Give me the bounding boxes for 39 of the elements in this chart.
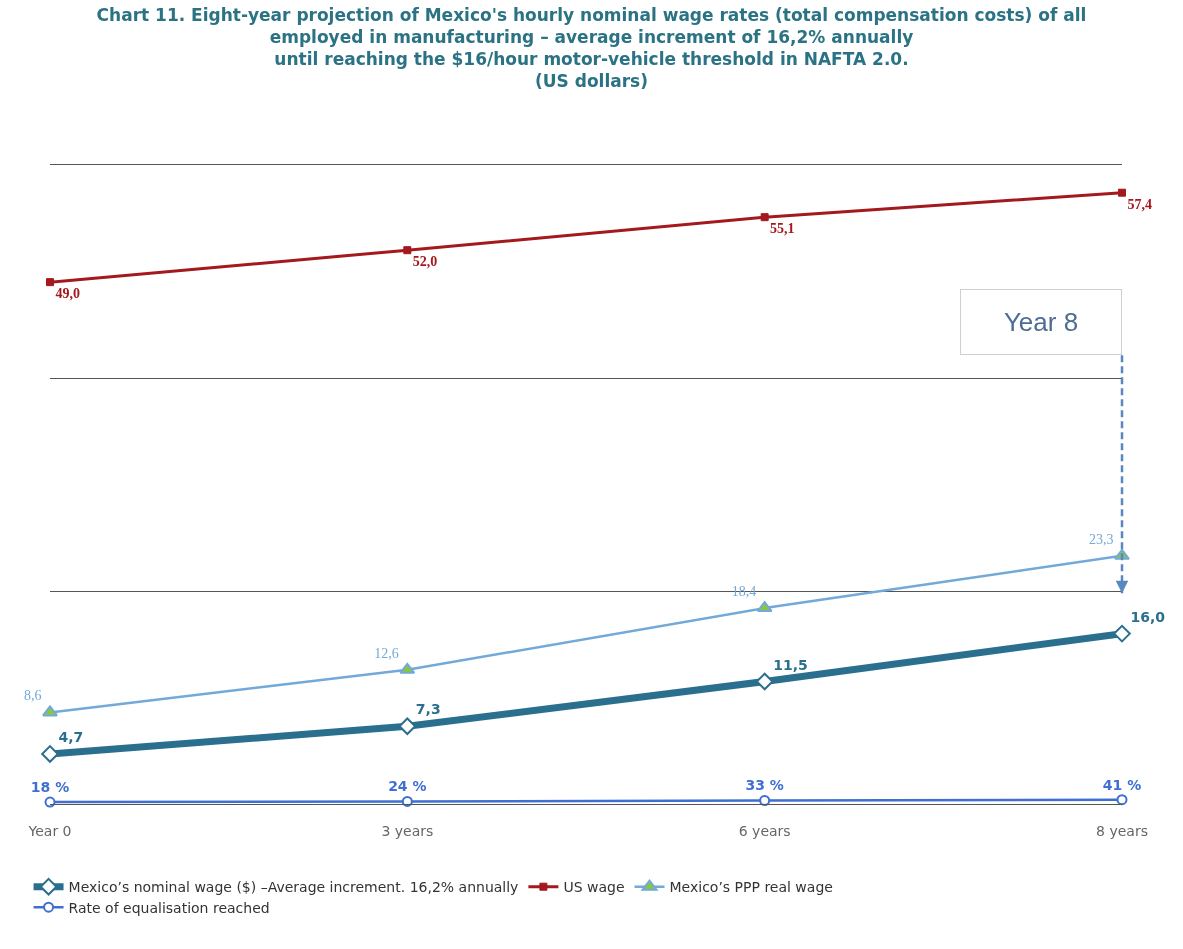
data-label: 55,1 bbox=[770, 221, 795, 237]
point bbox=[760, 213, 769, 222]
point bbox=[401, 795, 413, 807]
data-label: 7,3 bbox=[415, 701, 441, 718]
annotation: Year 8 bbox=[1003, 307, 1079, 337]
point bbox=[44, 796, 56, 808]
legend-label: Rate of equalisation reached bbox=[68, 899, 270, 916]
data-label: 24 % bbox=[388, 778, 427, 795]
data-label: 33 % bbox=[745, 777, 784, 794]
data-label: 18 % bbox=[30, 778, 70, 795]
point bbox=[1113, 624, 1131, 643]
legend-label: Mexico’s PPP real wage bbox=[669, 879, 833, 896]
point bbox=[403, 246, 412, 255]
point bbox=[42, 705, 58, 717]
x-tick-label: 8 years bbox=[1096, 822, 1148, 839]
x-tick-label: 6 years bbox=[738, 822, 791, 839]
point bbox=[756, 601, 773, 613]
legend-label: US wage bbox=[563, 879, 625, 896]
point bbox=[398, 717, 417, 736]
data-label: 8,6 bbox=[24, 688, 42, 704]
chart-title: Chart 11. Eight-year projection of Mexico's hourly nominal wage rates (total compensation costs) of all employed in manufacturing – average increment of 16,2% annually until reaching the $16/hour motor-vehicle threshold in NAFTA 2.0. (US dollars) bbox=[96, 4, 1087, 92]
point bbox=[399, 662, 416, 674]
x-tick-label: 3 years bbox=[381, 822, 434, 839]
x-tick-label: Year 0 bbox=[27, 822, 72, 839]
data-label: 52,0 bbox=[412, 254, 438, 270]
data-label: 11,5 bbox=[773, 656, 808, 673]
point bbox=[1116, 794, 1128, 806]
point bbox=[759, 794, 771, 806]
data-label: 12,6 bbox=[374, 645, 399, 661]
legend-label: Mexico’s nominal wage ($) –Average increment. 16,2% annually bbox=[68, 879, 519, 896]
point bbox=[1118, 188, 1126, 197]
data-label: 41 % bbox=[1102, 776, 1142, 793]
data-label: 49,0 bbox=[55, 286, 80, 302]
data-label: 57,4 bbox=[1127, 196, 1152, 212]
data-label: 16,0 bbox=[1130, 608, 1166, 625]
data-label: 4,7 bbox=[58, 728, 84, 745]
point bbox=[46, 278, 54, 287]
data-label: 23,3 bbox=[1089, 531, 1114, 547]
point bbox=[41, 745, 59, 763]
